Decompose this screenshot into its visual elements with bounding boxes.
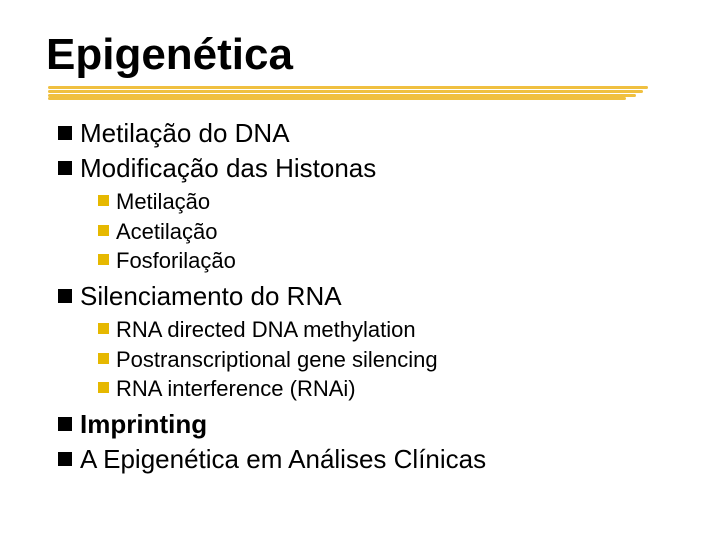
square-bullet-icon [58,452,72,466]
list-subitem: RNA interference (RNAi) [98,375,670,403]
square-bullet-icon [98,254,109,265]
list-item: Imprinting [58,409,670,440]
list-subitem-text: Metilação [116,188,210,216]
square-bullet-icon [58,161,72,175]
list-item-text: Modificação das Histonas [80,153,376,184]
square-bullet-icon [58,289,72,303]
square-bullet-icon [98,195,109,206]
list-subitem: Acetilação [98,218,670,246]
list-item-text: Silenciamento do RNA [80,281,342,312]
list-subitem: RNA directed DNA methylation [98,316,670,344]
list-subitem-text: Postranscriptional gene silencing [116,346,438,374]
square-bullet-icon [98,225,109,236]
slide-title: Epigenética [46,30,670,80]
square-bullet-icon [98,323,109,334]
list-subitem: Fosforilação [98,247,670,275]
list-subitem-text: Fosforilação [116,247,236,275]
list-subitem-text: RNA directed DNA methylation [116,316,416,344]
slide-container: Epigenética Metilação do DNA Modificação… [0,0,720,509]
list-item-text: Metilação do DNA [80,118,290,149]
list-subitem-text: Acetilação [116,218,218,246]
list-item: Silenciamento do RNA [58,281,670,312]
list-item-text: A Epigenética em Análises Clínicas [80,444,486,475]
list-item: Modificação das Histonas [58,153,670,184]
list-item: A Epigenética em Análises Clínicas [58,444,670,475]
list-item: Metilação do DNA [58,118,670,149]
list-subitem: Postranscriptional gene silencing [98,346,670,374]
square-bullet-icon [58,417,72,431]
title-underline [48,86,658,100]
list-subitem: Metilação [98,188,670,216]
list-subitem-text: RNA interference (RNAi) [116,375,356,403]
square-bullet-icon [58,126,72,140]
content-area: Metilação do DNA Modificação das Histona… [50,118,670,475]
square-bullet-icon [98,353,109,364]
square-bullet-icon [98,382,109,393]
list-item-text: Imprinting [80,409,207,440]
